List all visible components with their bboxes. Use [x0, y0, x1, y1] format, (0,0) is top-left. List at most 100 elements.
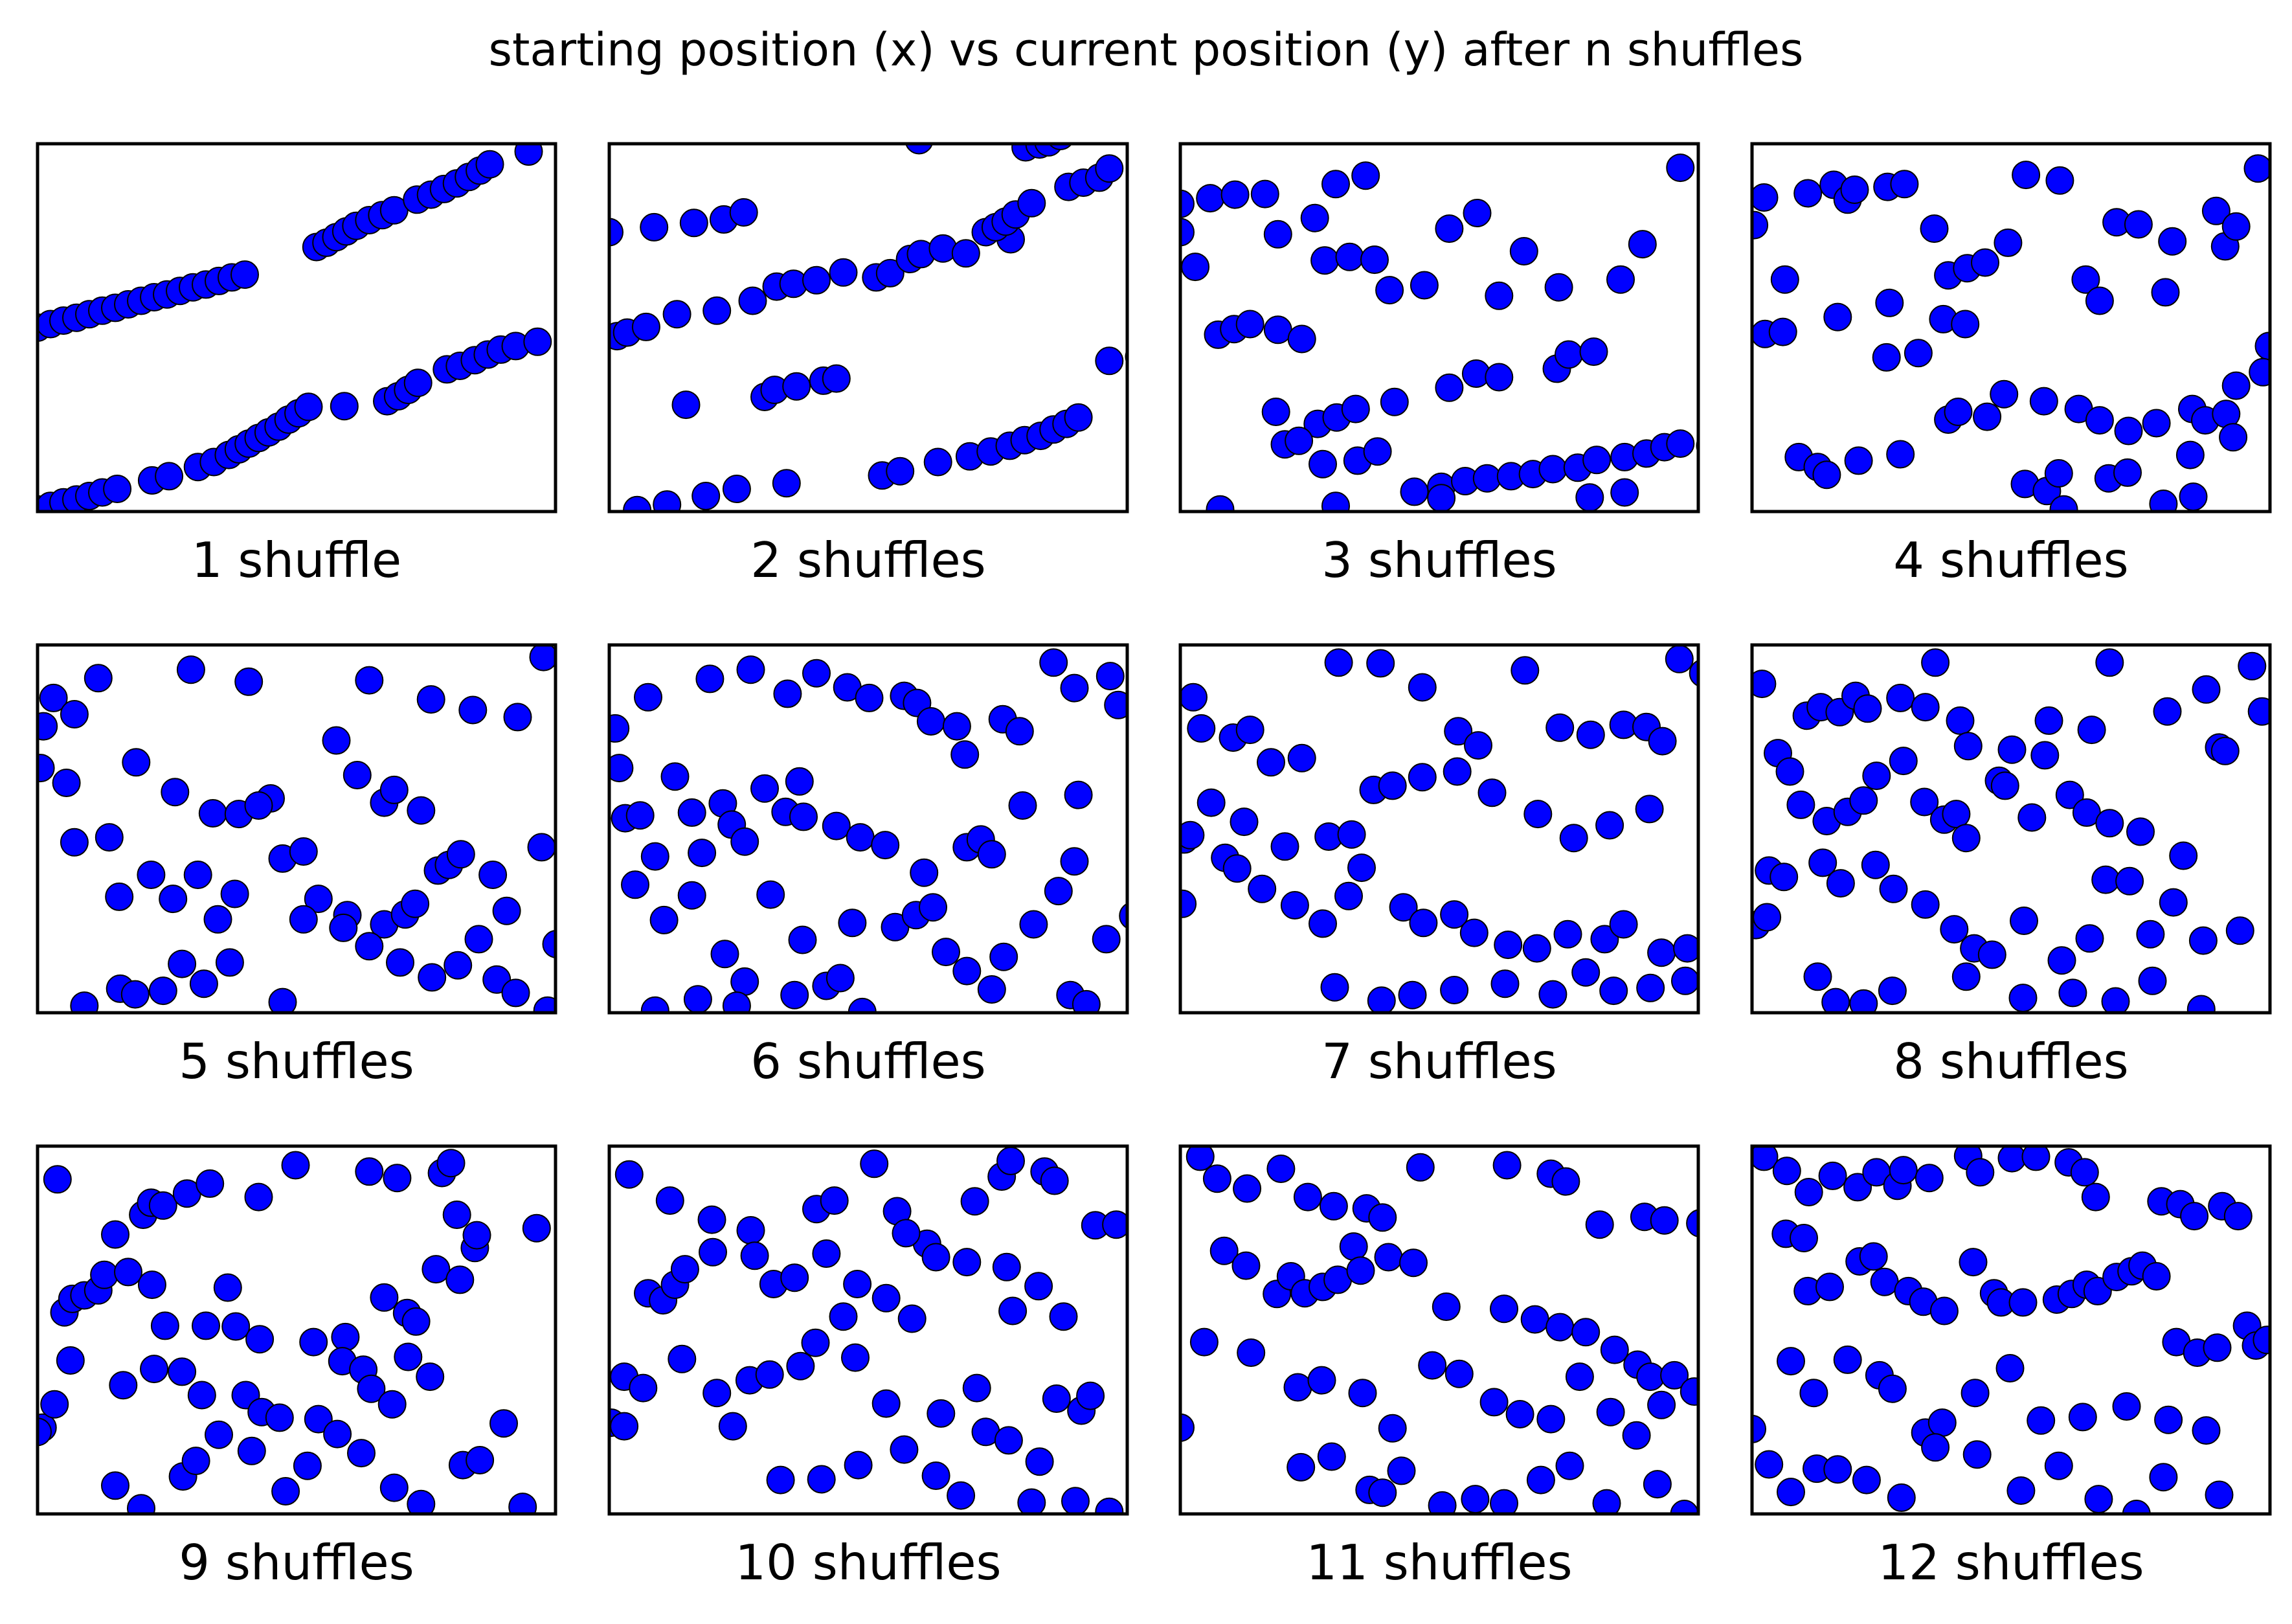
subplot-caption: 9 shuffles — [179, 1534, 414, 1591]
scatter-point — [1461, 1485, 1490, 1514]
axes-frame — [607, 643, 1129, 1015]
scatter-point — [205, 1420, 233, 1449]
scatter-point — [1671, 966, 1698, 995]
scatter-point — [1643, 1470, 1672, 1499]
scatter-point — [1886, 440, 1915, 469]
scatter-point — [1840, 175, 1869, 204]
scatter-point — [2113, 458, 2142, 487]
scatter-point — [1571, 958, 1601, 987]
scatter-point — [2221, 212, 2251, 241]
scatter-point — [161, 778, 190, 807]
scatter-point — [1921, 648, 1950, 677]
scatter-point — [2124, 210, 2153, 239]
scatter-point — [1363, 437, 1392, 466]
scatter-point — [1351, 161, 1380, 190]
scatter-point — [1551, 1167, 1580, 1196]
scatter-point — [766, 1465, 795, 1494]
scatter-point — [962, 1373, 991, 1403]
scatter-point — [1490, 1489, 1518, 1514]
scatter-point — [265, 1403, 294, 1432]
scatter-point — [1911, 890, 1940, 919]
scatter-point — [1777, 1478, 1805, 1507]
scatter-point — [1555, 340, 1583, 369]
scatter-point — [942, 712, 971, 741]
scatter-point — [1095, 662, 1125, 691]
scatter-point — [237, 1436, 266, 1465]
scatter-point — [2238, 651, 2267, 681]
scatter-point — [1565, 1362, 1594, 1392]
scatter-point — [919, 893, 947, 922]
scatter-point — [220, 879, 249, 908]
scatter-point — [1511, 656, 1540, 685]
scatter-point — [1752, 670, 1777, 699]
scatter-point — [1039, 648, 1068, 677]
scatter-point — [2091, 865, 2120, 894]
scatter-point — [2158, 227, 2187, 256]
scatter-point — [150, 1311, 179, 1340]
scatter-point — [710, 940, 739, 969]
scatter-plot — [1750, 142, 2272, 513]
scatter-point — [1444, 717, 1473, 746]
scatter-point — [1821, 987, 1850, 1013]
scatter-plot — [607, 1144, 1129, 1516]
scatter-point — [702, 1379, 732, 1408]
scatter-point — [2081, 1182, 2110, 1212]
scatter-point — [629, 1373, 658, 1403]
scatter-point — [2055, 780, 2084, 809]
scatter-point — [1609, 910, 1638, 939]
subplot-10: 10 shuffles — [607, 1144, 1129, 1587]
scatter-point — [1250, 179, 1279, 209]
scatter-plot — [36, 142, 557, 513]
scatter-point — [462, 1221, 491, 1250]
scatter-point — [1997, 1146, 2027, 1173]
scatter-point — [1375, 276, 1404, 305]
scatter-point — [489, 1409, 518, 1438]
scatter-point — [1592, 1489, 1621, 1514]
scatter-point — [192, 1311, 220, 1340]
scatter-point — [1878, 976, 1907, 1006]
scatter-point — [1145, 126, 1172, 153]
scatter-point — [1418, 1351, 1447, 1380]
scatter-point — [649, 905, 679, 934]
scatter-point — [1997, 735, 2027, 764]
scatter-point — [2223, 1202, 2253, 1231]
scatter-point — [655, 1186, 684, 1215]
scatter-point — [466, 1446, 495, 1474]
scatter-point — [2122, 1500, 2151, 1514]
scatter-point — [890, 1435, 919, 1464]
scatter-point — [1479, 1388, 1509, 1417]
scatter-point — [127, 1494, 155, 1514]
scatter-point — [1368, 1203, 1397, 1232]
axes-frame — [36, 643, 557, 1015]
scatter-point — [843, 1270, 872, 1298]
scatter-point — [1853, 694, 1882, 723]
scatter-point — [782, 372, 811, 401]
scatter-point — [822, 811, 851, 840]
scatter-point — [921, 1461, 950, 1490]
scatter-point — [407, 796, 436, 825]
scatter-point — [1553, 919, 1582, 949]
scatter-point — [2149, 490, 2178, 512]
scatter-point — [514, 144, 543, 166]
scatter-point — [621, 870, 649, 899]
scatter-point — [1427, 484, 1456, 512]
scatter-plot — [607, 643, 1129, 1015]
scatter-point — [2219, 423, 2248, 452]
scatter-point — [2175, 440, 2205, 469]
scatter-point — [1102, 1210, 1127, 1239]
scatter-point — [886, 457, 915, 486]
scatter-point — [244, 791, 273, 820]
subplot-7: 7 shuffles — [1178, 643, 1700, 1086]
scatter-point — [1374, 1243, 1403, 1272]
scatter-point — [1944, 398, 1973, 426]
scatter-point — [1544, 273, 1573, 302]
scatter-point — [2058, 978, 2087, 1008]
axes-frame — [36, 142, 557, 513]
subplot-2: 2 shuffles — [607, 142, 1129, 585]
scatter-point — [916, 707, 945, 736]
scatter-point — [662, 300, 691, 329]
scatter-point — [2006, 1476, 2036, 1505]
scatter-point — [2151, 278, 2180, 307]
scatter-point — [1309, 449, 1337, 479]
scatter-point — [2225, 916, 2254, 945]
